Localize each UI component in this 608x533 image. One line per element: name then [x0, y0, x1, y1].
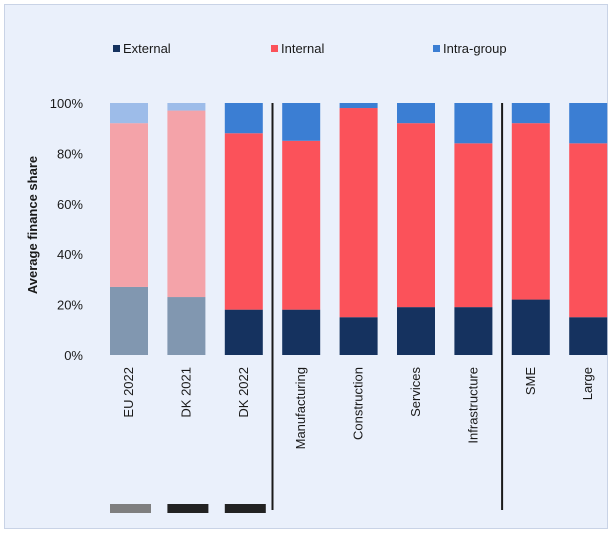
y-tick-label-80: 80% [57, 146, 83, 161]
bar-sme-internal [511, 123, 550, 300]
x-tick-label-large: Large [580, 367, 595, 400]
x-tick-label-services: Services [408, 367, 423, 417]
bar-dk-2022-internal [224, 133, 263, 310]
bar-large-external [569, 317, 608, 355]
legend: External Internal Intra-group [113, 41, 507, 56]
bar-manufacturing-internal [282, 140, 321, 310]
x-tick-label-construction: Construction [351, 367, 366, 440]
bar-services-internal [397, 123, 435, 308]
y-tick-label-100: 100% [50, 96, 84, 111]
bars [110, 103, 608, 355]
bar-dk-2021-intra-group [167, 103, 206, 111]
bar-infrastructure-external [454, 307, 493, 355]
bar-construction-external [339, 317, 378, 355]
bar-services-external [397, 307, 435, 355]
bar-manufacturing-intra-group [282, 103, 321, 141]
legend-swatch-intra-group [433, 45, 440, 52]
bar-eu-2022-internal [110, 123, 148, 287]
bar-dk-2021-external [167, 297, 206, 355]
footer-marker-eu-2022 [110, 504, 151, 513]
footer-marker-dk-2021 [167, 504, 209, 513]
y-tick-label-60: 60% [57, 197, 83, 212]
bar-infrastructure-internal [454, 143, 493, 308]
group-separators [271, 103, 504, 510]
x-tick-label-infrastructure: Infrastructure [465, 367, 480, 444]
bar-construction-internal [339, 108, 378, 318]
legend-label-internal: Internal [281, 41, 324, 56]
bar-eu-2022-intra-group [110, 103, 148, 124]
bar-eu-2022-external [110, 286, 148, 355]
bar-services-intra-group [397, 103, 435, 124]
bar-large-internal [569, 143, 608, 318]
bar-large-intra-group [569, 103, 608, 144]
bar-dk-2022-external [224, 309, 263, 355]
x-tick-label-sme: SME [523, 367, 538, 396]
legend-swatch-external [113, 45, 120, 52]
y-tick-label-20: 20% [57, 298, 83, 313]
bar-construction-intra-group [339, 103, 378, 109]
x-tick-label-dk-2022: DK 2022 [236, 367, 251, 418]
footer-marker-dk-2022 [224, 504, 266, 513]
x-tick-label-manufacturing: Manufacturing [293, 367, 308, 449]
bar-sme-intra-group [511, 103, 550, 124]
x-axis-labels: EU 2022 DK 2021 DK 2022 Manufacturing Constr… [121, 367, 595, 450]
y-axis-title: Average finance share [25, 156, 40, 294]
bar-dk-2022-intra-group [224, 103, 263, 134]
y-tick-label-40: 40% [57, 247, 83, 262]
x-tick-label-dk-2021: DK 2021 [178, 367, 193, 418]
stacked-bar-chart: External Internal Intra-group Average fina… [25, 41, 608, 513]
bar-dk-2021-internal [167, 110, 206, 298]
chart-frame: External Internal Intra-group Average fina… [4, 4, 608, 529]
y-tick-label-0: 0% [64, 348, 83, 363]
y-axis-ticks: 0% 20% 40% 60% 80% 100% [50, 96, 84, 363]
footer-markers [110, 504, 266, 513]
legend-label-external: External [123, 41, 171, 56]
bar-manufacturing-external [282, 309, 321, 355]
bar-sme-external [511, 299, 550, 355]
x-tick-label-eu-2022: EU 2022 [121, 367, 136, 418]
legend-swatch-internal [271, 45, 278, 52]
legend-label-intra-group: Intra-group [443, 41, 507, 56]
bar-infrastructure-intra-group [454, 103, 493, 144]
